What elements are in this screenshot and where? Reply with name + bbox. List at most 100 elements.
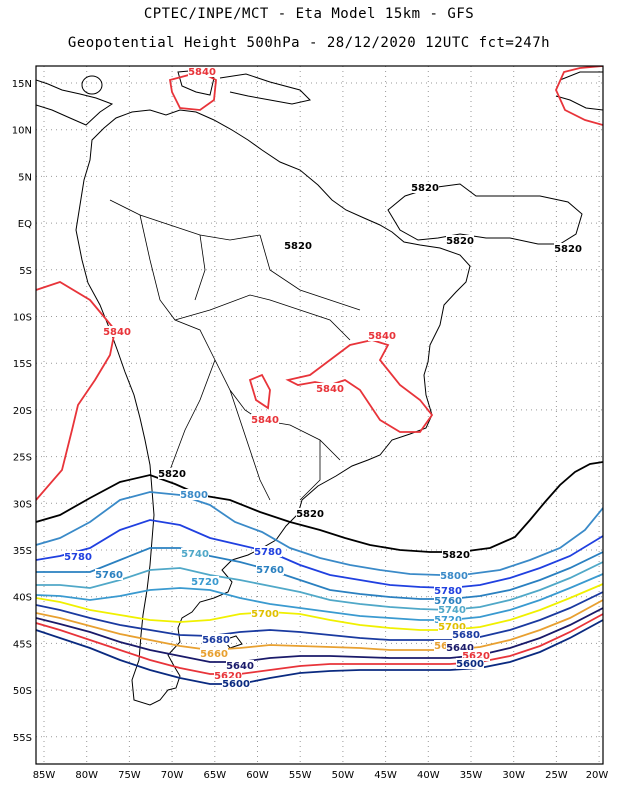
lat-tick-label: 15N [12, 79, 32, 90]
contour-label-5840: 5840 [103, 327, 131, 338]
contour-5660 [36, 599, 603, 651]
contour-5600 [36, 619, 603, 685]
axis-ticks: 15N 10N 5N EQ 5S 10S 15S 20S 25S 30S 35S 40S 45S 50S 5… [12, 79, 609, 781]
contour-label-bg [462, 650, 490, 661]
contour-label-bg [446, 642, 474, 653]
contour-label-5780: 5780 [64, 552, 92, 563]
contour-label-5640: 5640 [226, 661, 254, 672]
lat-tick-label: 10S [13, 313, 32, 324]
contour-label-bg [438, 604, 466, 615]
contour-5840-north [36, 71, 217, 501]
africa-nw-coast [555, 71, 603, 111]
contour-5680 [36, 591, 603, 641]
contour-label-5740: 5740 [181, 549, 209, 560]
lon-tick-label: 20W [586, 770, 609, 781]
lon-tick-label: 75W [118, 770, 141, 781]
contour-label-5820: 5820 [158, 469, 186, 480]
contour-label-5620: 5620 [214, 671, 242, 682]
contour-label-bg [158, 468, 186, 479]
contour-label-5760: 5760 [256, 565, 284, 576]
lon-tick-label: 30W [502, 770, 525, 781]
lon-tick-label: 35W [460, 770, 483, 781]
contour-labels: 5840 5840 5840 5840 5840 5820 5820 5820 5820 5820… [64, 66, 582, 690]
lon-tick-label: 55W [289, 770, 312, 781]
contour-5740 [36, 561, 603, 611]
contour-5780 [36, 519, 603, 589]
contour-label-5820: 5820 [554, 244, 582, 255]
falkland-islands [223, 635, 243, 649]
contour-label-bg [411, 182, 439, 193]
lat-tick-label: 35S [13, 546, 32, 557]
lon-tick-label: 25W [545, 770, 568, 781]
lon-tick-label: 50W [332, 770, 355, 781]
lon-tick-label: 80W [75, 770, 98, 781]
contour-label-5700: 5700 [251, 609, 279, 620]
lat-tick-label: 40S [13, 593, 32, 604]
lat-tick-label: 5N [18, 172, 32, 183]
contour-label-bg [434, 614, 462, 625]
lake-island [81, 75, 103, 95]
contour-label-bg [254, 546, 282, 557]
contour-label-bg [438, 621, 466, 632]
contour-label-bg [256, 564, 284, 575]
lat-tick-label: 45S [13, 639, 32, 650]
contour-label-bg [434, 595, 462, 606]
country-borders [109, 199, 361, 501]
contour-label-5720: 5720 [191, 577, 219, 588]
contour-label-bg [251, 414, 279, 425]
contour-label-bg [434, 585, 462, 596]
contour-5700 [36, 583, 603, 631]
central-america-coastline [36, 79, 114, 126]
contour-label-bg [554, 243, 582, 254]
contour-label-bg [446, 235, 474, 246]
contour-5760 [36, 547, 603, 600]
contour-label-5680: 5680 [452, 630, 480, 641]
plot-border [35, 65, 604, 765]
lat-tick-label: 25S [13, 453, 32, 464]
lat-tick-label: 30S [13, 499, 32, 510]
north-coast [219, 73, 311, 105]
contour-label-5680: 5680 [202, 635, 230, 646]
contour-label-5700: 5700 [438, 622, 466, 633]
contour-label-5600: 5600 [222, 679, 250, 690]
lat-tick-label: EQ [18, 219, 32, 230]
lon-tick-label: 65W [203, 770, 226, 781]
contour-label-bg [316, 383, 344, 394]
contour-label-5820: 5820 [411, 183, 439, 194]
contour-label-bg [222, 678, 250, 689]
africa-coastline [387, 183, 583, 245]
lon-tick-label: 45W [374, 770, 397, 781]
contour-label-5840: 5840 [251, 415, 279, 426]
lon-tick-label: 70W [161, 770, 184, 781]
contour-label-5800: 5800 [440, 571, 468, 582]
contour-label-5740: 5740 [438, 605, 466, 616]
contour-label-bg [180, 489, 208, 500]
contour-label-5840: 5840 [368, 331, 396, 342]
contour-label-bg [440, 570, 468, 581]
south-america-coastline [75, 109, 471, 706]
contour-label-5720: 5720 [434, 615, 462, 626]
contour-label-bg [296, 508, 324, 519]
coastlines [36, 69, 603, 706]
contour-label-bg [191, 576, 219, 587]
contour-5840-africa [555, 66, 603, 126]
contour-label-bg [103, 326, 131, 337]
lat-tick-label: 55S [13, 733, 32, 744]
lat-tick-label: 10N [12, 126, 32, 137]
lon-tick-label: 85W [33, 770, 56, 781]
contour-label-5820: 5820 [284, 241, 312, 252]
lon-tick-label: 40W [417, 770, 440, 781]
contour-label-bg [202, 634, 230, 645]
contour-5640 [36, 607, 603, 663]
contour-label-bg [456, 658, 484, 669]
contour-label-5820: 5820 [296, 509, 324, 520]
contour-label-bg [95, 569, 123, 580]
contour-5620 [36, 613, 603, 675]
contour-label-5840: 5840 [316, 384, 344, 395]
contour-5800 [36, 491, 603, 576]
lat-tick-label: 15S [13, 359, 32, 370]
lat-tick-label: 20S [13, 406, 32, 417]
contour-label-bg [251, 608, 279, 619]
contour-label-bg [452, 629, 480, 640]
